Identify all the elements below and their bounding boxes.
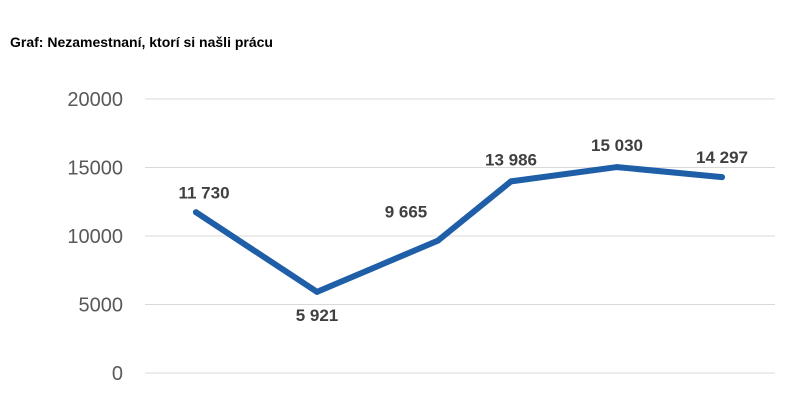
series-group: [193, 164, 725, 295]
data-label: 15 030: [591, 136, 643, 155]
data-label: 11 730: [178, 183, 229, 202]
data-label: 14 297: [696, 148, 748, 167]
data-labels: 11 730 5 921 9 665 13 986 15 030 14 297: [178, 136, 748, 325]
data-point: [614, 164, 620, 171]
y-tick-label: 0: [112, 363, 123, 385]
data-label: 13 986: [485, 150, 537, 169]
y-axis-ticks: 20000 15000 10000 5000 0: [67, 89, 123, 385]
data-label: 9 665: [385, 203, 428, 222]
data-point: [314, 288, 320, 295]
data-label: 5 921: [296, 306, 339, 325]
data-point: [193, 209, 199, 216]
data-point: [719, 174, 725, 181]
y-tick-label: 10000: [67, 226, 123, 248]
chart-title: Graf: Nezamestnaní, ktorí si našli prácu: [10, 34, 273, 50]
gridlines: [145, 98, 775, 374]
y-tick-label: 5000: [79, 295, 124, 317]
data-point: [435, 237, 441, 244]
data-point: [508, 178, 514, 185]
y-tick-label: 15000: [67, 158, 123, 180]
y-tick-label: 20000: [67, 89, 123, 111]
series-line: [193, 164, 725, 295]
